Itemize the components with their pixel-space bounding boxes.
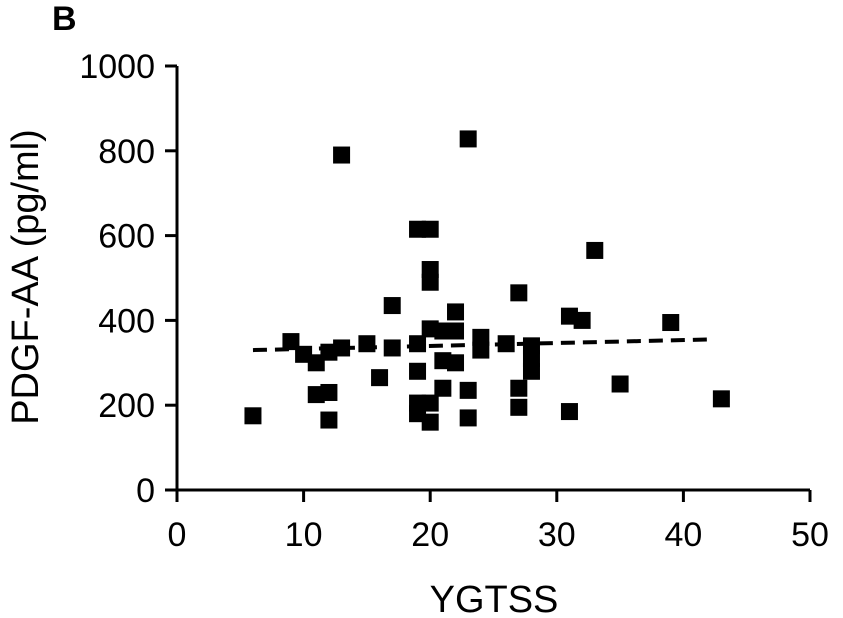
- data-point: [434, 379, 452, 397]
- data-point: [712, 390, 730, 408]
- data-point: [421, 394, 439, 412]
- data-point: [447, 354, 465, 372]
- data-point: [510, 398, 528, 416]
- data-point: [421, 413, 439, 431]
- data-points: [244, 130, 730, 431]
- data-point: [662, 314, 680, 332]
- data-point: [447, 303, 465, 321]
- x-tick-label: 50: [791, 516, 829, 554]
- data-point: [320, 411, 338, 429]
- y-tick-label: 600: [98, 218, 155, 256]
- y-tick-label: 0: [136, 472, 155, 510]
- data-point: [421, 273, 439, 291]
- data-point: [459, 381, 477, 399]
- x-tick-label: 20: [411, 516, 449, 554]
- data-point: [497, 335, 515, 353]
- y-axis-title: PDGF-AA (pg/ml): [5, 129, 47, 425]
- data-point: [459, 130, 477, 148]
- data-point: [586, 241, 604, 259]
- data-point: [371, 369, 389, 387]
- data-point: [472, 341, 490, 359]
- y-axis: 0 200 400 600 800 1000: [79, 48, 179, 510]
- y-tick-label: 800: [98, 133, 155, 171]
- x-tick-label: 30: [538, 516, 576, 554]
- x-axis-title: YGTSS: [430, 579, 559, 618]
- data-point: [522, 362, 540, 380]
- data-point: [333, 146, 351, 164]
- data-point: [459, 409, 477, 427]
- y-tick-label: 200: [98, 387, 155, 425]
- y-tick-label: 400: [98, 302, 155, 340]
- data-point: [320, 383, 338, 401]
- data-point: [560, 403, 578, 421]
- data-point: [383, 339, 401, 357]
- x-tick-label: 40: [664, 516, 702, 554]
- data-point: [447, 322, 465, 340]
- data-point: [333, 339, 351, 357]
- data-point: [244, 407, 262, 425]
- data-point: [409, 335, 427, 353]
- x-tick-label: 0: [168, 516, 187, 554]
- data-point: [383, 297, 401, 315]
- data-point: [510, 284, 528, 302]
- data-point: [421, 220, 439, 238]
- data-point: [573, 311, 591, 329]
- data-point: [358, 335, 376, 353]
- x-tick-label: 10: [285, 516, 323, 554]
- y-tick-label: 1000: [79, 48, 155, 86]
- x-axis: 0 10 20 30 40 50: [168, 488, 829, 554]
- panel-label: B: [52, 0, 77, 38]
- data-point: [409, 362, 427, 380]
- data-point: [611, 375, 629, 393]
- data-point: [510, 379, 528, 397]
